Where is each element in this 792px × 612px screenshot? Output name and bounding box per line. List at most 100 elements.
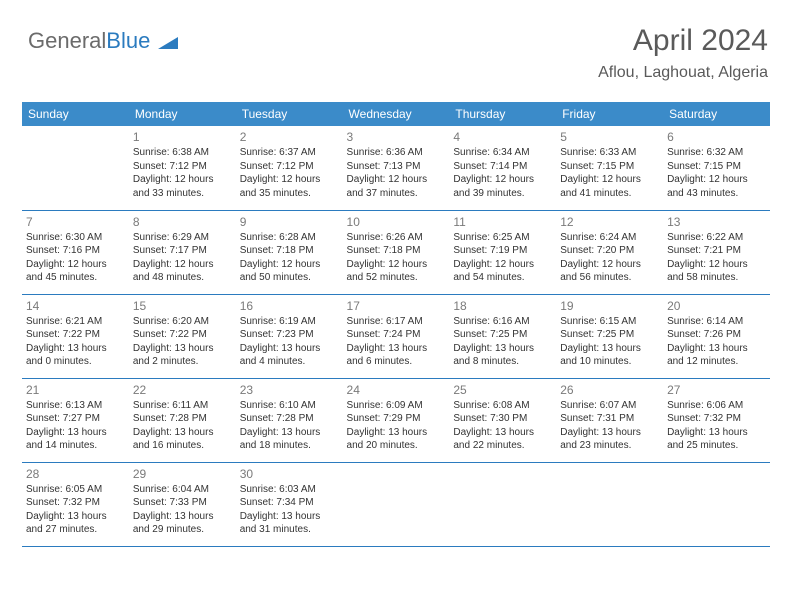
daylight-line: Daylight: 13 hours and 31 minutes. <box>240 510 339 537</box>
calendar-day-cell: 28Sunrise: 6:05 AMSunset: 7:32 PMDayligh… <box>22 462 129 546</box>
daylight-line: Daylight: 12 hours and 33 minutes. <box>133 173 232 200</box>
sunset-line: Sunset: 7:28 PM <box>133 412 232 426</box>
calendar-day-cell: 18Sunrise: 6:16 AMSunset: 7:25 PMDayligh… <box>449 294 556 378</box>
calendar-day-cell: 24Sunrise: 6:09 AMSunset: 7:29 PMDayligh… <box>343 378 450 462</box>
day-number: 29 <box>133 466 232 482</box>
daylight-line: Daylight: 13 hours and 2 minutes. <box>133 342 232 369</box>
sunrise-line: Sunrise: 6:36 AM <box>347 146 446 160</box>
day-number: 13 <box>667 214 766 230</box>
day-number: 1 <box>133 129 232 145</box>
sunset-line: Sunset: 7:33 PM <box>133 496 232 510</box>
sunrise-line: Sunrise: 6:26 AM <box>347 231 446 245</box>
calendar-day-cell: 6Sunrise: 6:32 AMSunset: 7:15 PMDaylight… <box>663 126 770 210</box>
daylight-line: Daylight: 13 hours and 27 minutes. <box>26 510 125 537</box>
day-number: 3 <box>347 129 446 145</box>
calendar-day-cell: 11Sunrise: 6:25 AMSunset: 7:19 PMDayligh… <box>449 210 556 294</box>
day-number: 12 <box>560 214 659 230</box>
logo-triangle-icon <box>158 29 178 55</box>
sunset-line: Sunset: 7:14 PM <box>453 160 552 174</box>
sunrise-line: Sunrise: 6:24 AM <box>560 231 659 245</box>
sunrise-line: Sunrise: 6:29 AM <box>133 231 232 245</box>
day-number: 20 <box>667 298 766 314</box>
sunrise-line: Sunrise: 6:37 AM <box>240 146 339 160</box>
logo-text-blue: Blue <box>106 28 150 53</box>
daylight-line: Daylight: 12 hours and 48 minutes. <box>133 258 232 285</box>
calendar-day-cell: 27Sunrise: 6:06 AMSunset: 7:32 PMDayligh… <box>663 378 770 462</box>
sunrise-line: Sunrise: 6:34 AM <box>453 146 552 160</box>
sunrise-line: Sunrise: 6:19 AM <box>240 315 339 329</box>
daylight-line: Daylight: 13 hours and 0 minutes. <box>26 342 125 369</box>
sunset-line: Sunset: 7:22 PM <box>26 328 125 342</box>
calendar-week-row: 1Sunrise: 6:38 AMSunset: 7:12 PMDaylight… <box>22 126 770 210</box>
day-number: 16 <box>240 298 339 314</box>
day-header: Saturday <box>663 102 770 126</box>
sunset-line: Sunset: 7:17 PM <box>133 244 232 258</box>
daylight-line: Daylight: 12 hours and 35 minutes. <box>240 173 339 200</box>
sunrise-line: Sunrise: 6:09 AM <box>347 399 446 413</box>
sunrise-line: Sunrise: 6:28 AM <box>240 231 339 245</box>
day-header: Tuesday <box>236 102 343 126</box>
sunrise-line: Sunrise: 6:38 AM <box>133 146 232 160</box>
day-header: Wednesday <box>343 102 450 126</box>
day-number: 27 <box>667 382 766 398</box>
calendar-day-cell: 19Sunrise: 6:15 AMSunset: 7:25 PMDayligh… <box>556 294 663 378</box>
calendar-day-cell <box>449 462 556 546</box>
sunrise-line: Sunrise: 6:07 AM <box>560 399 659 413</box>
daylight-line: Daylight: 13 hours and 23 minutes. <box>560 426 659 453</box>
day-number: 24 <box>347 382 446 398</box>
daylight-line: Daylight: 13 hours and 4 minutes. <box>240 342 339 369</box>
day-number: 11 <box>453 214 552 230</box>
sunset-line: Sunset: 7:32 PM <box>667 412 766 426</box>
daylight-line: Daylight: 12 hours and 45 minutes. <box>26 258 125 285</box>
daylight-line: Daylight: 13 hours and 22 minutes. <box>453 426 552 453</box>
daylight-line: Daylight: 12 hours and 37 minutes. <box>347 173 446 200</box>
day-header: Monday <box>129 102 236 126</box>
day-number: 17 <box>347 298 446 314</box>
sunrise-line: Sunrise: 6:33 AM <box>560 146 659 160</box>
calendar-day-cell: 16Sunrise: 6:19 AMSunset: 7:23 PMDayligh… <box>236 294 343 378</box>
sunset-line: Sunset: 7:15 PM <box>560 160 659 174</box>
day-number: 19 <box>560 298 659 314</box>
calendar-day-cell: 3Sunrise: 6:36 AMSunset: 7:13 PMDaylight… <box>343 126 450 210</box>
day-number: 23 <box>240 382 339 398</box>
day-number: 18 <box>453 298 552 314</box>
daylight-line: Daylight: 12 hours and 39 minutes. <box>453 173 552 200</box>
daylight-line: Daylight: 13 hours and 25 minutes. <box>667 426 766 453</box>
sunset-line: Sunset: 7:20 PM <box>560 244 659 258</box>
sunrise-line: Sunrise: 6:03 AM <box>240 483 339 497</box>
sunrise-line: Sunrise: 6:13 AM <box>26 399 125 413</box>
day-number: 7 <box>26 214 125 230</box>
calendar-day-cell: 20Sunrise: 6:14 AMSunset: 7:26 PMDayligh… <box>663 294 770 378</box>
sunset-line: Sunset: 7:25 PM <box>560 328 659 342</box>
day-number: 25 <box>453 382 552 398</box>
daylight-line: Daylight: 12 hours and 50 minutes. <box>240 258 339 285</box>
day-number: 4 <box>453 129 552 145</box>
day-number: 28 <box>26 466 125 482</box>
calendar-day-cell: 5Sunrise: 6:33 AMSunset: 7:15 PMDaylight… <box>556 126 663 210</box>
header: April 2024 Aflou, Laghouat, Algeria <box>598 24 768 82</box>
daylight-line: Daylight: 13 hours and 18 minutes. <box>240 426 339 453</box>
day-number: 14 <box>26 298 125 314</box>
calendar-day-cell <box>556 462 663 546</box>
daylight-line: Daylight: 13 hours and 10 minutes. <box>560 342 659 369</box>
sunrise-line: Sunrise: 6:14 AM <box>667 315 766 329</box>
calendar-table: Sunday Monday Tuesday Wednesday Thursday… <box>22 102 770 547</box>
calendar-day-cell: 2Sunrise: 6:37 AMSunset: 7:12 PMDaylight… <box>236 126 343 210</box>
calendar-week-row: 7Sunrise: 6:30 AMSunset: 7:16 PMDaylight… <box>22 210 770 294</box>
sunset-line: Sunset: 7:28 PM <box>240 412 339 426</box>
calendar-week-row: 21Sunrise: 6:13 AMSunset: 7:27 PMDayligh… <box>22 378 770 462</box>
day-number: 22 <box>133 382 232 398</box>
sunrise-line: Sunrise: 6:20 AM <box>133 315 232 329</box>
sunset-line: Sunset: 7:31 PM <box>560 412 659 426</box>
calendar-day-cell: 13Sunrise: 6:22 AMSunset: 7:21 PMDayligh… <box>663 210 770 294</box>
daylight-line: Daylight: 12 hours and 41 minutes. <box>560 173 659 200</box>
day-number: 9 <box>240 214 339 230</box>
daylight-line: Daylight: 13 hours and 14 minutes. <box>26 426 125 453</box>
calendar-day-cell <box>22 126 129 210</box>
sunrise-line: Sunrise: 6:15 AM <box>560 315 659 329</box>
day-number: 30 <box>240 466 339 482</box>
calendar-day-cell: 8Sunrise: 6:29 AMSunset: 7:17 PMDaylight… <box>129 210 236 294</box>
daylight-line: Daylight: 12 hours and 52 minutes. <box>347 258 446 285</box>
calendar-day-cell: 23Sunrise: 6:10 AMSunset: 7:28 PMDayligh… <box>236 378 343 462</box>
calendar-day-cell: 22Sunrise: 6:11 AMSunset: 7:28 PMDayligh… <box>129 378 236 462</box>
